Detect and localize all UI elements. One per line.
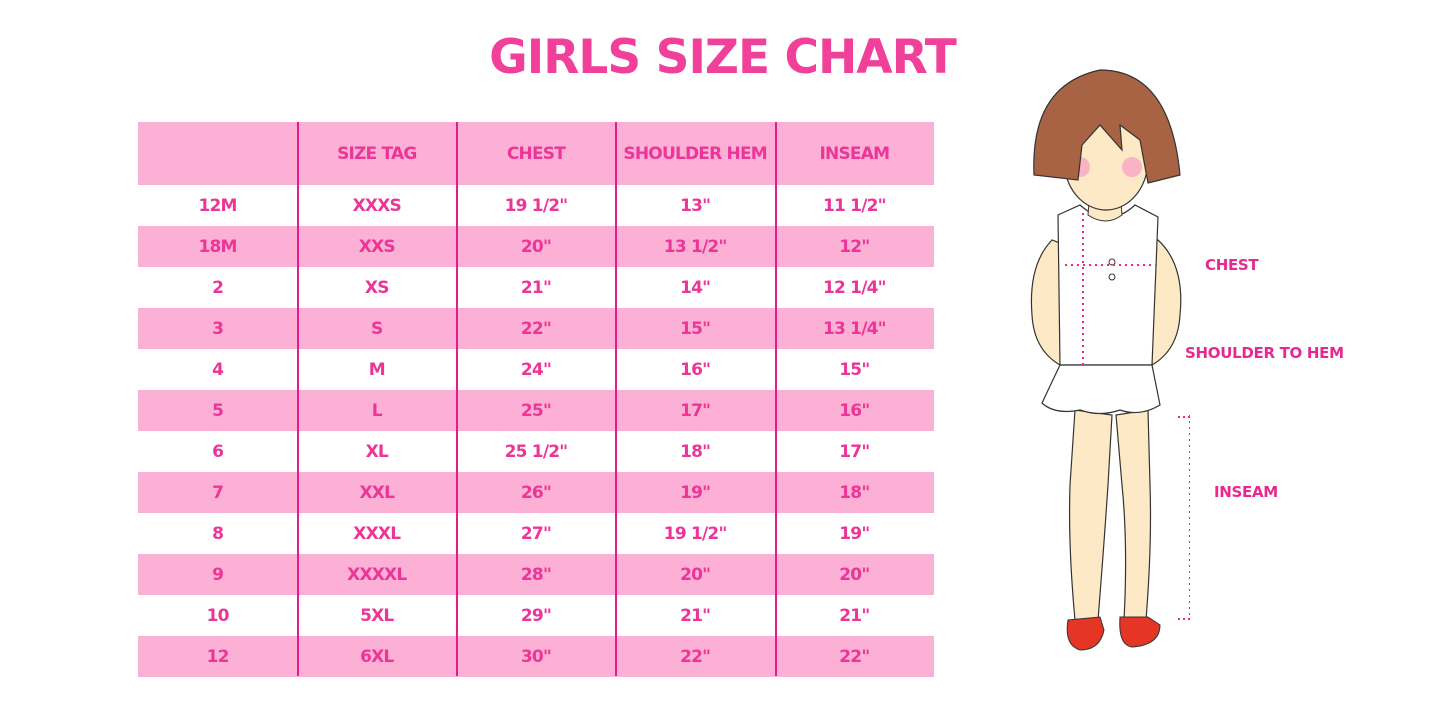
table-cell: 12M xyxy=(198,195,238,216)
column-divider xyxy=(775,122,777,676)
table-cell: 19 1/2" xyxy=(504,195,569,216)
table-cell: SIZE TAG xyxy=(337,143,417,164)
table-cell: 22" xyxy=(680,646,711,667)
table-cell: 21" xyxy=(839,605,870,626)
table-cell: XXS xyxy=(358,236,396,257)
table-cell: 6XL xyxy=(360,646,394,667)
table-cell: XXL xyxy=(359,482,395,503)
table-cell: 13" xyxy=(680,195,711,216)
table-cell: 25" xyxy=(520,400,552,421)
table-cell: 19 1/2" xyxy=(663,523,728,544)
inseam-label: INSEAM xyxy=(1214,483,1278,501)
table-cell: 12 1/4" xyxy=(822,277,887,298)
girl-illustration xyxy=(1030,69,1190,651)
table-cell: 18" xyxy=(839,482,870,503)
table-cell: 10 xyxy=(206,605,230,626)
table-header-row: SIZE TAG CHEST SHOULDER HEM INSEAM xyxy=(138,122,934,185)
table-row: 7 XXL 26" 19" 18" xyxy=(138,472,934,513)
table-cell: 11 1/2" xyxy=(822,195,887,216)
table-cell: 14" xyxy=(680,277,711,298)
table-cell: 19" xyxy=(680,482,711,503)
table-cell: 17" xyxy=(839,441,870,462)
table-cell: 5 xyxy=(212,400,224,421)
table-cell: 4 xyxy=(212,359,224,380)
column-divider xyxy=(456,122,458,676)
table-cell: 8 xyxy=(212,523,224,544)
table-cell: 13 1/2" xyxy=(663,236,728,257)
size-table: SIZE TAG CHEST SHOULDER HEM INSEAM 12M XXXS 19… xyxy=(138,122,934,677)
table-cell: INSEAM xyxy=(819,143,890,164)
table-cell: 26" xyxy=(520,482,552,503)
table-cell: 12" xyxy=(839,236,870,257)
table-row: 10 5XL 29" 21" 21" xyxy=(138,595,934,636)
table-cell: 27" xyxy=(520,523,552,544)
table-cell: 20" xyxy=(839,564,870,585)
table-row: 9 XXXXL 28" 20" 20" xyxy=(138,554,934,595)
table-cell: L xyxy=(371,400,383,421)
table-cell: CHEST xyxy=(506,143,566,164)
table-cell: 16" xyxy=(680,359,711,380)
table-cell: 16" xyxy=(839,400,870,421)
table-cell: 22" xyxy=(839,646,870,667)
table-cell: 20" xyxy=(520,236,552,257)
table-cell: 6 xyxy=(212,441,224,462)
table-cell: 24" xyxy=(520,359,552,380)
table-row: 2 XS 21" 14" 12 1/4" xyxy=(138,267,934,308)
table-cell: 7 xyxy=(212,482,224,503)
table-cell: XS xyxy=(364,277,390,298)
page-title: GIRLS SIZE CHART xyxy=(489,30,957,85)
table-cell: 15" xyxy=(839,359,870,380)
table-cell: S xyxy=(371,318,383,339)
table-cell: XXXL xyxy=(353,523,401,544)
table-cell: 29" xyxy=(520,605,552,626)
table-cell: 3 xyxy=(212,318,224,339)
table-cell: XL xyxy=(365,441,389,462)
table-row: 8 XXXL 27" 19 1/2" 19" xyxy=(138,513,934,554)
table-cell: 5XL xyxy=(360,605,394,626)
table-cell: 21" xyxy=(520,277,552,298)
table-cell: M xyxy=(368,359,386,380)
table-row: 4 M 24" 16" 15" xyxy=(138,349,934,390)
table-row: 12 6XL 30" 22" 22" xyxy=(138,636,934,677)
table-row: 5 L 25" 17" 16" xyxy=(138,390,934,431)
table-cell: 12 xyxy=(206,646,230,667)
table-cell: XXXS xyxy=(352,195,402,216)
table-row: 12M XXXS 19 1/2" 13" 11 1/2" xyxy=(138,185,934,226)
table-cell: 18" xyxy=(680,441,711,462)
table-cell: 18M xyxy=(198,236,238,257)
table-cell: 25 1/2" xyxy=(504,441,569,462)
table-cell: 30" xyxy=(520,646,552,667)
table-cell: 9 xyxy=(212,564,224,585)
table-cell: 2 xyxy=(212,277,224,298)
table-cell: 15" xyxy=(680,318,711,339)
table-row: 18M XXS 20" 13 1/2" 12" xyxy=(138,226,934,267)
table-cell: 19" xyxy=(839,523,870,544)
table-cell: 21" xyxy=(680,605,711,626)
table-cell: SHOULDER HEM xyxy=(623,143,767,164)
table-row: 6 XL 25 1/2" 18" 17" xyxy=(138,431,934,472)
table-cell: 17" xyxy=(680,400,711,421)
shoulder-to-hem-label: SHOULDER TO HEM xyxy=(1185,344,1344,362)
column-divider xyxy=(297,122,299,676)
table-cell: 28" xyxy=(520,564,552,585)
chest-label: CHEST xyxy=(1205,256,1259,274)
table-cell: 22" xyxy=(520,318,552,339)
table-cell: 13 1/4" xyxy=(822,318,887,339)
column-divider xyxy=(615,122,617,676)
table-row: 3 S 22" 15" 13 1/4" xyxy=(138,308,934,349)
table-cell: XXXXL xyxy=(347,564,407,585)
table-cell: 20" xyxy=(680,564,711,585)
